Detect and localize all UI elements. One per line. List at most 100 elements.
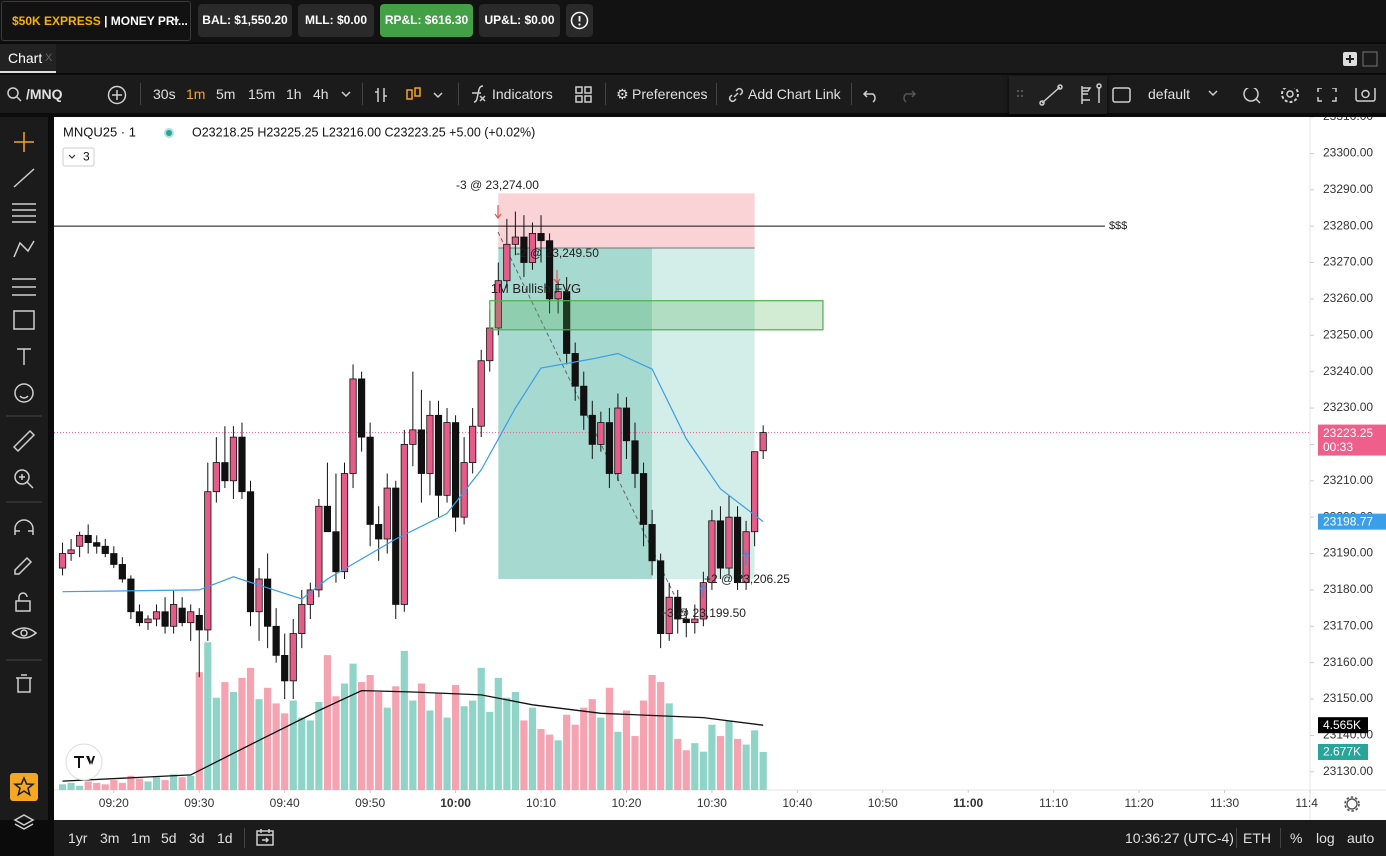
tab-close[interactable]: X bbox=[45, 52, 53, 64]
candle-body-up bbox=[477, 360, 485, 427]
volume-bar bbox=[272, 703, 280, 790]
volume-bar bbox=[588, 699, 596, 790]
left-tools[interactable] bbox=[0, 117, 48, 820]
candle-body-down bbox=[84, 534, 92, 544]
volume-bar bbox=[212, 697, 220, 790]
session[interactable]: ETH bbox=[1243, 830, 1271, 846]
candle-body-up bbox=[340, 473, 349, 573]
volume-label: 2.677K bbox=[1323, 745, 1361, 759]
balance[interactable]: BAL: $1,550.20 bbox=[198, 4, 292, 37]
volume-bar bbox=[639, 700, 648, 790]
range[interactable]: 3m bbox=[100, 830, 120, 846]
y-tick-label: 23210.00 bbox=[1323, 473, 1373, 487]
auto-toggle[interactable]: auto bbox=[1347, 830, 1375, 846]
volume-bar bbox=[699, 751, 707, 790]
candle-body-up bbox=[708, 520, 716, 584]
candle-body-down bbox=[392, 487, 400, 605]
candle-body-down bbox=[110, 553, 118, 565]
popout[interactable] bbox=[1362, 51, 1378, 67]
rpl[interactable]: RP&L: $616.30 bbox=[380, 4, 473, 37]
volume-bar bbox=[152, 777, 161, 790]
undo-redo[interactable] bbox=[862, 85, 922, 105]
tab-icons bbox=[1343, 51, 1378, 67]
preferences[interactable]: Preferences bbox=[632, 86, 708, 102]
candle-body-up bbox=[306, 589, 314, 605]
interval[interactable]: 1h bbox=[286, 86, 302, 102]
add-chart-link[interactable]: Add Chart Link bbox=[748, 86, 841, 102]
chart-tab[interactable]: Chart X bbox=[0, 44, 56, 73]
candle-body-up bbox=[443, 422, 451, 496]
volume-bar bbox=[238, 677, 246, 790]
interval[interactable]: 15m bbox=[248, 86, 276, 102]
volume-bar bbox=[135, 778, 144, 790]
x-tick-label: 09:20 bbox=[99, 796, 129, 810]
indicators[interactable]: Indicators bbox=[492, 86, 553, 102]
interval[interactable]: 4h bbox=[313, 86, 329, 102]
right-tools[interactable] bbox=[1206, 88, 1386, 110]
volume-bar bbox=[469, 700, 477, 790]
range[interactable]: 5d bbox=[161, 830, 177, 846]
percent-toggle[interactable]: % bbox=[1290, 830, 1303, 846]
interval[interactable]: 30s bbox=[153, 86, 176, 102]
indicators-icon bbox=[472, 85, 486, 103]
volume-bar bbox=[178, 777, 186, 790]
candle-body-up bbox=[759, 432, 767, 452]
x-tick-label: 10:10 bbox=[526, 796, 556, 810]
interval-caret[interactable] bbox=[340, 88, 352, 100]
candle-body-up bbox=[751, 451, 759, 533]
alert-button[interactable] bbox=[566, 4, 593, 37]
tab-strip bbox=[0, 44, 1386, 73]
volume-bar bbox=[221, 682, 229, 790]
toolbar bbox=[0, 75, 1386, 113]
level-label: $$$ bbox=[1109, 220, 1127, 232]
axis-settings[interactable] bbox=[1344, 796, 1360, 812]
volume-bar bbox=[648, 674, 656, 790]
y-tick-label: 23310.00 bbox=[1323, 117, 1373, 123]
volume-bar bbox=[127, 775, 135, 790]
range[interactable]: 1yr bbox=[68, 830, 88, 846]
layout-icon[interactable] bbox=[574, 85, 594, 105]
account-name: $50K EXPRESS bbox=[12, 14, 101, 28]
goto-date[interactable] bbox=[254, 827, 276, 849]
log-toggle[interactable]: log bbox=[1316, 830, 1335, 846]
favorites[interactable] bbox=[10, 773, 38, 801]
fvg-label: 1M Bullish FVG bbox=[491, 281, 581, 296]
tv-logo-mark bbox=[74, 756, 95, 768]
volume-bar bbox=[759, 751, 767, 790]
mll[interactable]: MLL: $0.00 bbox=[298, 4, 374, 37]
candle-body-up bbox=[691, 618, 699, 624]
legend-toggle[interactable] bbox=[62, 147, 95, 167]
alert-icon bbox=[570, 11, 589, 30]
stop-zone bbox=[498, 193, 755, 248]
volume-bar bbox=[349, 663, 357, 790]
compare-icon[interactable] bbox=[106, 84, 128, 106]
volume-bar bbox=[67, 782, 75, 790]
candle-body-up bbox=[383, 487, 391, 540]
candle-body-down bbox=[195, 614, 203, 631]
candle-body-down bbox=[588, 414, 596, 445]
volume-ma-line bbox=[62, 689, 764, 782]
symbol[interactable]: /MNQ bbox=[26, 86, 63, 102]
interval[interactable]: 5m bbox=[216, 86, 236, 102]
legend-qty: 3 bbox=[83, 150, 90, 164]
candle-body-down bbox=[161, 611, 169, 627]
upl[interactable]: UP&L: $0.00 bbox=[479, 4, 560, 37]
tv-logo[interactable] bbox=[65, 743, 103, 781]
range[interactable]: 1d bbox=[217, 830, 233, 846]
candle-body-up bbox=[315, 505, 323, 591]
layers-icon[interactable] bbox=[12, 812, 36, 836]
layout-name[interactable]: default bbox=[1148, 86, 1191, 102]
range[interactable]: 3d bbox=[189, 830, 205, 846]
interval-active[interactable]: 1m bbox=[186, 86, 206, 102]
volume-bar bbox=[392, 686, 400, 790]
volume-bar bbox=[229, 692, 238, 790]
range[interactable]: 1m bbox=[131, 830, 151, 846]
drawing-tools[interactable] bbox=[1012, 82, 1136, 108]
volume-bar bbox=[554, 740, 562, 790]
account-select[interactable]: $50K EXPRESS | MONEY PRI... ▼ bbox=[1, 1, 191, 41]
chart-type-icons[interactable] bbox=[372, 84, 452, 106]
candle-body-up bbox=[255, 578, 263, 613]
y-tick-label: 23250.00 bbox=[1323, 327, 1373, 341]
separator bbox=[1280, 828, 1281, 848]
